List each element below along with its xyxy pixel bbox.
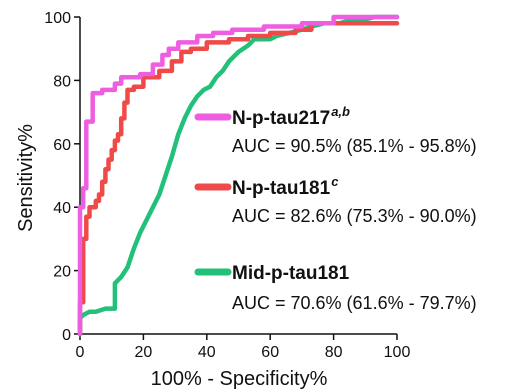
legend-label-mid-p-tau181: Mid-p-tau181 <box>232 263 350 284</box>
legend-superscript: a,b <box>331 104 350 119</box>
legend-label-n-p-tau217: N-p-tau217a,b <box>232 104 350 129</box>
y-tick-label: 80 <box>53 73 71 90</box>
y-axis-label: Sensitivity% <box>15 124 37 232</box>
legend-label-n-p-tau181: N-p-tau181c <box>232 174 339 199</box>
x-tick-label: 80 <box>325 344 343 361</box>
x-axis: 0 20 40 60 80 100 <box>76 333 411 361</box>
legend-auc-mid-p-tau181: AUC = 70.6% (61.6% - 79.7%) <box>232 293 477 313</box>
x-tick-label: 40 <box>198 344 216 361</box>
x-tick-label: 60 <box>261 344 279 361</box>
legend: N-p-tau217a,b AUC = 90.5% (85.1% - 95.8%)… <box>194 104 477 313</box>
y-tick-label: 0 <box>62 327 71 344</box>
y-tick-label: 60 <box>53 137 71 154</box>
legend-auc-n-p-tau217: AUC = 90.5% (85.1% - 95.8%) <box>232 136 477 156</box>
roc-curves <box>77 14 400 337</box>
y-tick-label: 20 <box>53 264 71 281</box>
legend-superscript: c <box>331 174 339 189</box>
y-tick-label: 100 <box>44 10 71 27</box>
x-axis-label: 100% - Specificity% <box>151 368 328 390</box>
x-tick-label: 0 <box>76 344 85 361</box>
roc-curve-n-p-tau217 <box>77 14 400 337</box>
roc-curve-mid-p-tau181 <box>77 14 400 337</box>
x-tick-label: 20 <box>135 344 153 361</box>
x-tick-label: 100 <box>384 344 411 361</box>
y-tick-label: 40 <box>53 200 71 217</box>
legend-auc-n-p-tau181: AUC = 82.6% (75.3% - 90.0%) <box>232 206 477 226</box>
roc-curve-n-p-tau181 <box>77 21 400 337</box>
y-axis: 0 20 40 60 80 100 <box>44 10 81 344</box>
